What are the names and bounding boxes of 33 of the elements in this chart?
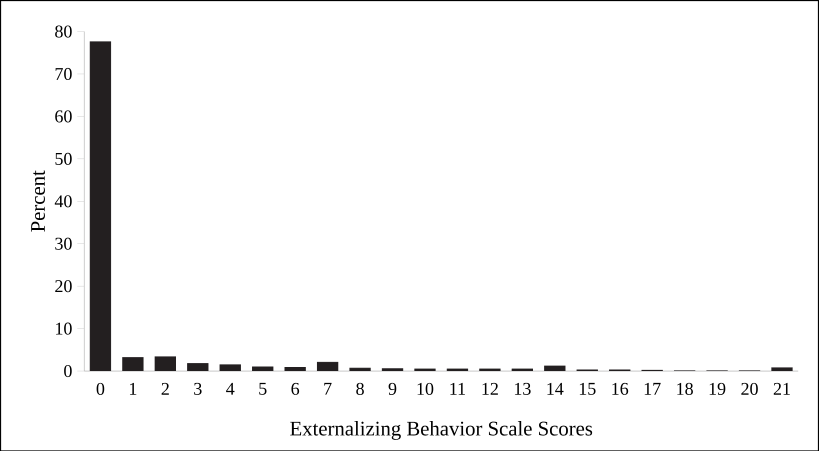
x-tick-label: 3 (194, 382, 202, 395)
x-tick-label: 1 (130, 382, 136, 394)
x-tick-label: 16 (612, 382, 628, 395)
y-tick-label: 30 (55, 237, 72, 250)
x-tick-label: 14 (547, 382, 564, 394)
x-tick-label: 15 (580, 382, 596, 395)
x-tick-label: 18 (677, 382, 693, 395)
x-tick-label: 12 (482, 382, 498, 394)
x-tick-label: 2 (162, 382, 169, 394)
x-tick-label: 11 (450, 382, 466, 394)
y-tick-label: 20 (55, 280, 72, 292)
x-tick-label: 20 (741, 382, 758, 395)
y-tick-label: 10 (56, 322, 72, 334)
y-tick-label: 0 (64, 364, 72, 377)
x-tick-label: 9 (388, 382, 396, 395)
x-tick-label: 0 (96, 382, 104, 395)
y-axis-title: Percent (31, 170, 45, 232)
x-tick-label: 19 (710, 382, 726, 395)
x-tick-label: 7 (324, 382, 332, 394)
y-tick-label: 40 (54, 194, 72, 208)
x-tick-label: 17 (644, 382, 661, 394)
y-tick-label: 60 (55, 110, 72, 122)
x-tick-label: 10 (418, 382, 434, 395)
x-tick-label: 5 (259, 382, 266, 395)
y-tick-label: 80 (55, 25, 72, 38)
x-tick-label: 4 (226, 382, 234, 394)
y-tick-label: 70 (56, 68, 72, 80)
x-tick-label: 13 (514, 382, 531, 395)
x-axis-title: Externalizing Behavior Scale Scores (290, 420, 592, 440)
x-tick-label: 6 (291, 382, 300, 395)
x-tick-label: 21 (774, 382, 790, 394)
y-tick-label: 50 (55, 152, 72, 165)
x-tick-label: 8 (356, 382, 364, 395)
